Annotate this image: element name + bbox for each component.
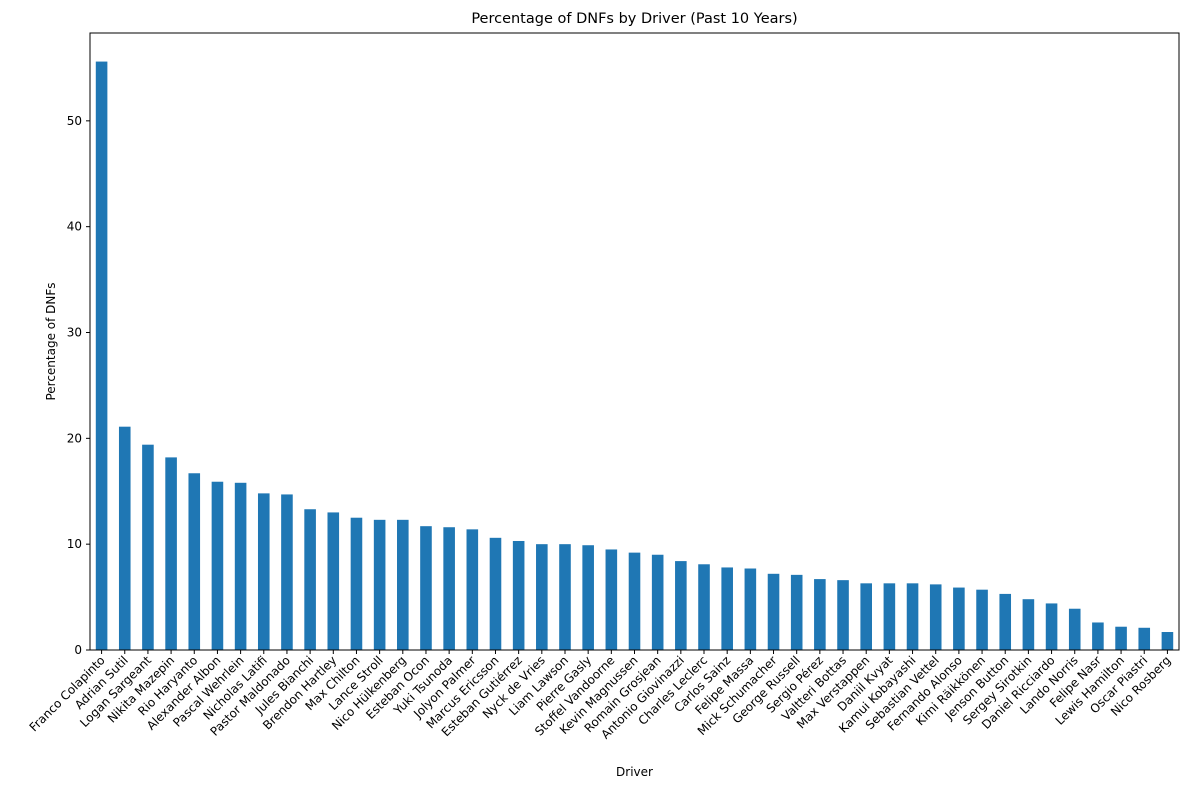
y-tick-label: 20 — [67, 431, 82, 445]
bar-9 — [281, 494, 293, 650]
bar-17 — [466, 529, 479, 650]
bar-19 — [512, 540, 525, 650]
bar-34 — [860, 583, 872, 650]
y-tick-label: 40 — [67, 220, 82, 234]
bar-36 — [906, 583, 919, 650]
bar-8 — [257, 493, 270, 650]
bar-2 — [118, 426, 131, 650]
bar-16 — [443, 527, 455, 650]
y-axis-title: Percentage of DNFs — [44, 282, 58, 400]
bar-4 — [165, 457, 177, 650]
bar-22 — [582, 545, 594, 650]
bar-26 — [675, 561, 687, 650]
bar-39 — [976, 589, 988, 650]
bar-1 — [95, 61, 108, 650]
bar-23 — [605, 549, 618, 650]
y-tick-label: 0 — [74, 643, 82, 657]
bar-3 — [142, 444, 154, 650]
bar-20 — [536, 544, 548, 650]
bar-32 — [814, 579, 826, 650]
bar-29 — [744, 568, 757, 650]
bar-28 — [721, 567, 733, 650]
bar-7 — [234, 482, 247, 650]
bar-24 — [628, 552, 641, 650]
bar-43 — [1068, 608, 1081, 650]
bar-5 — [188, 473, 201, 650]
bar-11 — [327, 512, 340, 650]
bar-13 — [373, 519, 386, 650]
bar-30 — [767, 573, 780, 650]
bars-group — [95, 61, 1174, 650]
bar-12 — [350, 517, 363, 650]
bar-42 — [1045, 603, 1058, 650]
x-axis-title: Driver — [616, 765, 653, 779]
y-axis-ticks: 0 10 20 30 40 50 — [67, 114, 90, 657]
chart-title: Percentage of DNFs by Driver (Past 10 Ye… — [471, 11, 797, 27]
bar-38 — [953, 587, 965, 650]
bar-31 — [790, 574, 803, 650]
bar-44 — [1092, 622, 1104, 650]
bar-21 — [559, 544, 571, 650]
bar-15 — [420, 526, 432, 650]
bar-6 — [211, 481, 224, 650]
bar-41 — [1022, 599, 1035, 650]
bar-47 — [1161, 632, 1174, 650]
bar-40 — [999, 593, 1012, 650]
y-tick-label: 30 — [67, 326, 82, 340]
bar-46 — [1138, 627, 1151, 650]
bar-18 — [489, 537, 502, 650]
bar-35 — [883, 583, 896, 650]
bar-10 — [304, 509, 316, 650]
bar-45 — [1115, 626, 1127, 650]
bar-33 — [837, 580, 849, 650]
bar-25 — [651, 554, 664, 650]
bar-37 — [929, 584, 942, 650]
bar-14 — [397, 519, 409, 650]
bar-27 — [698, 564, 710, 650]
y-tick-label: 10 — [67, 537, 82, 551]
plot-frame — [89, 32, 1180, 651]
y-tick-label: 50 — [67, 114, 82, 128]
